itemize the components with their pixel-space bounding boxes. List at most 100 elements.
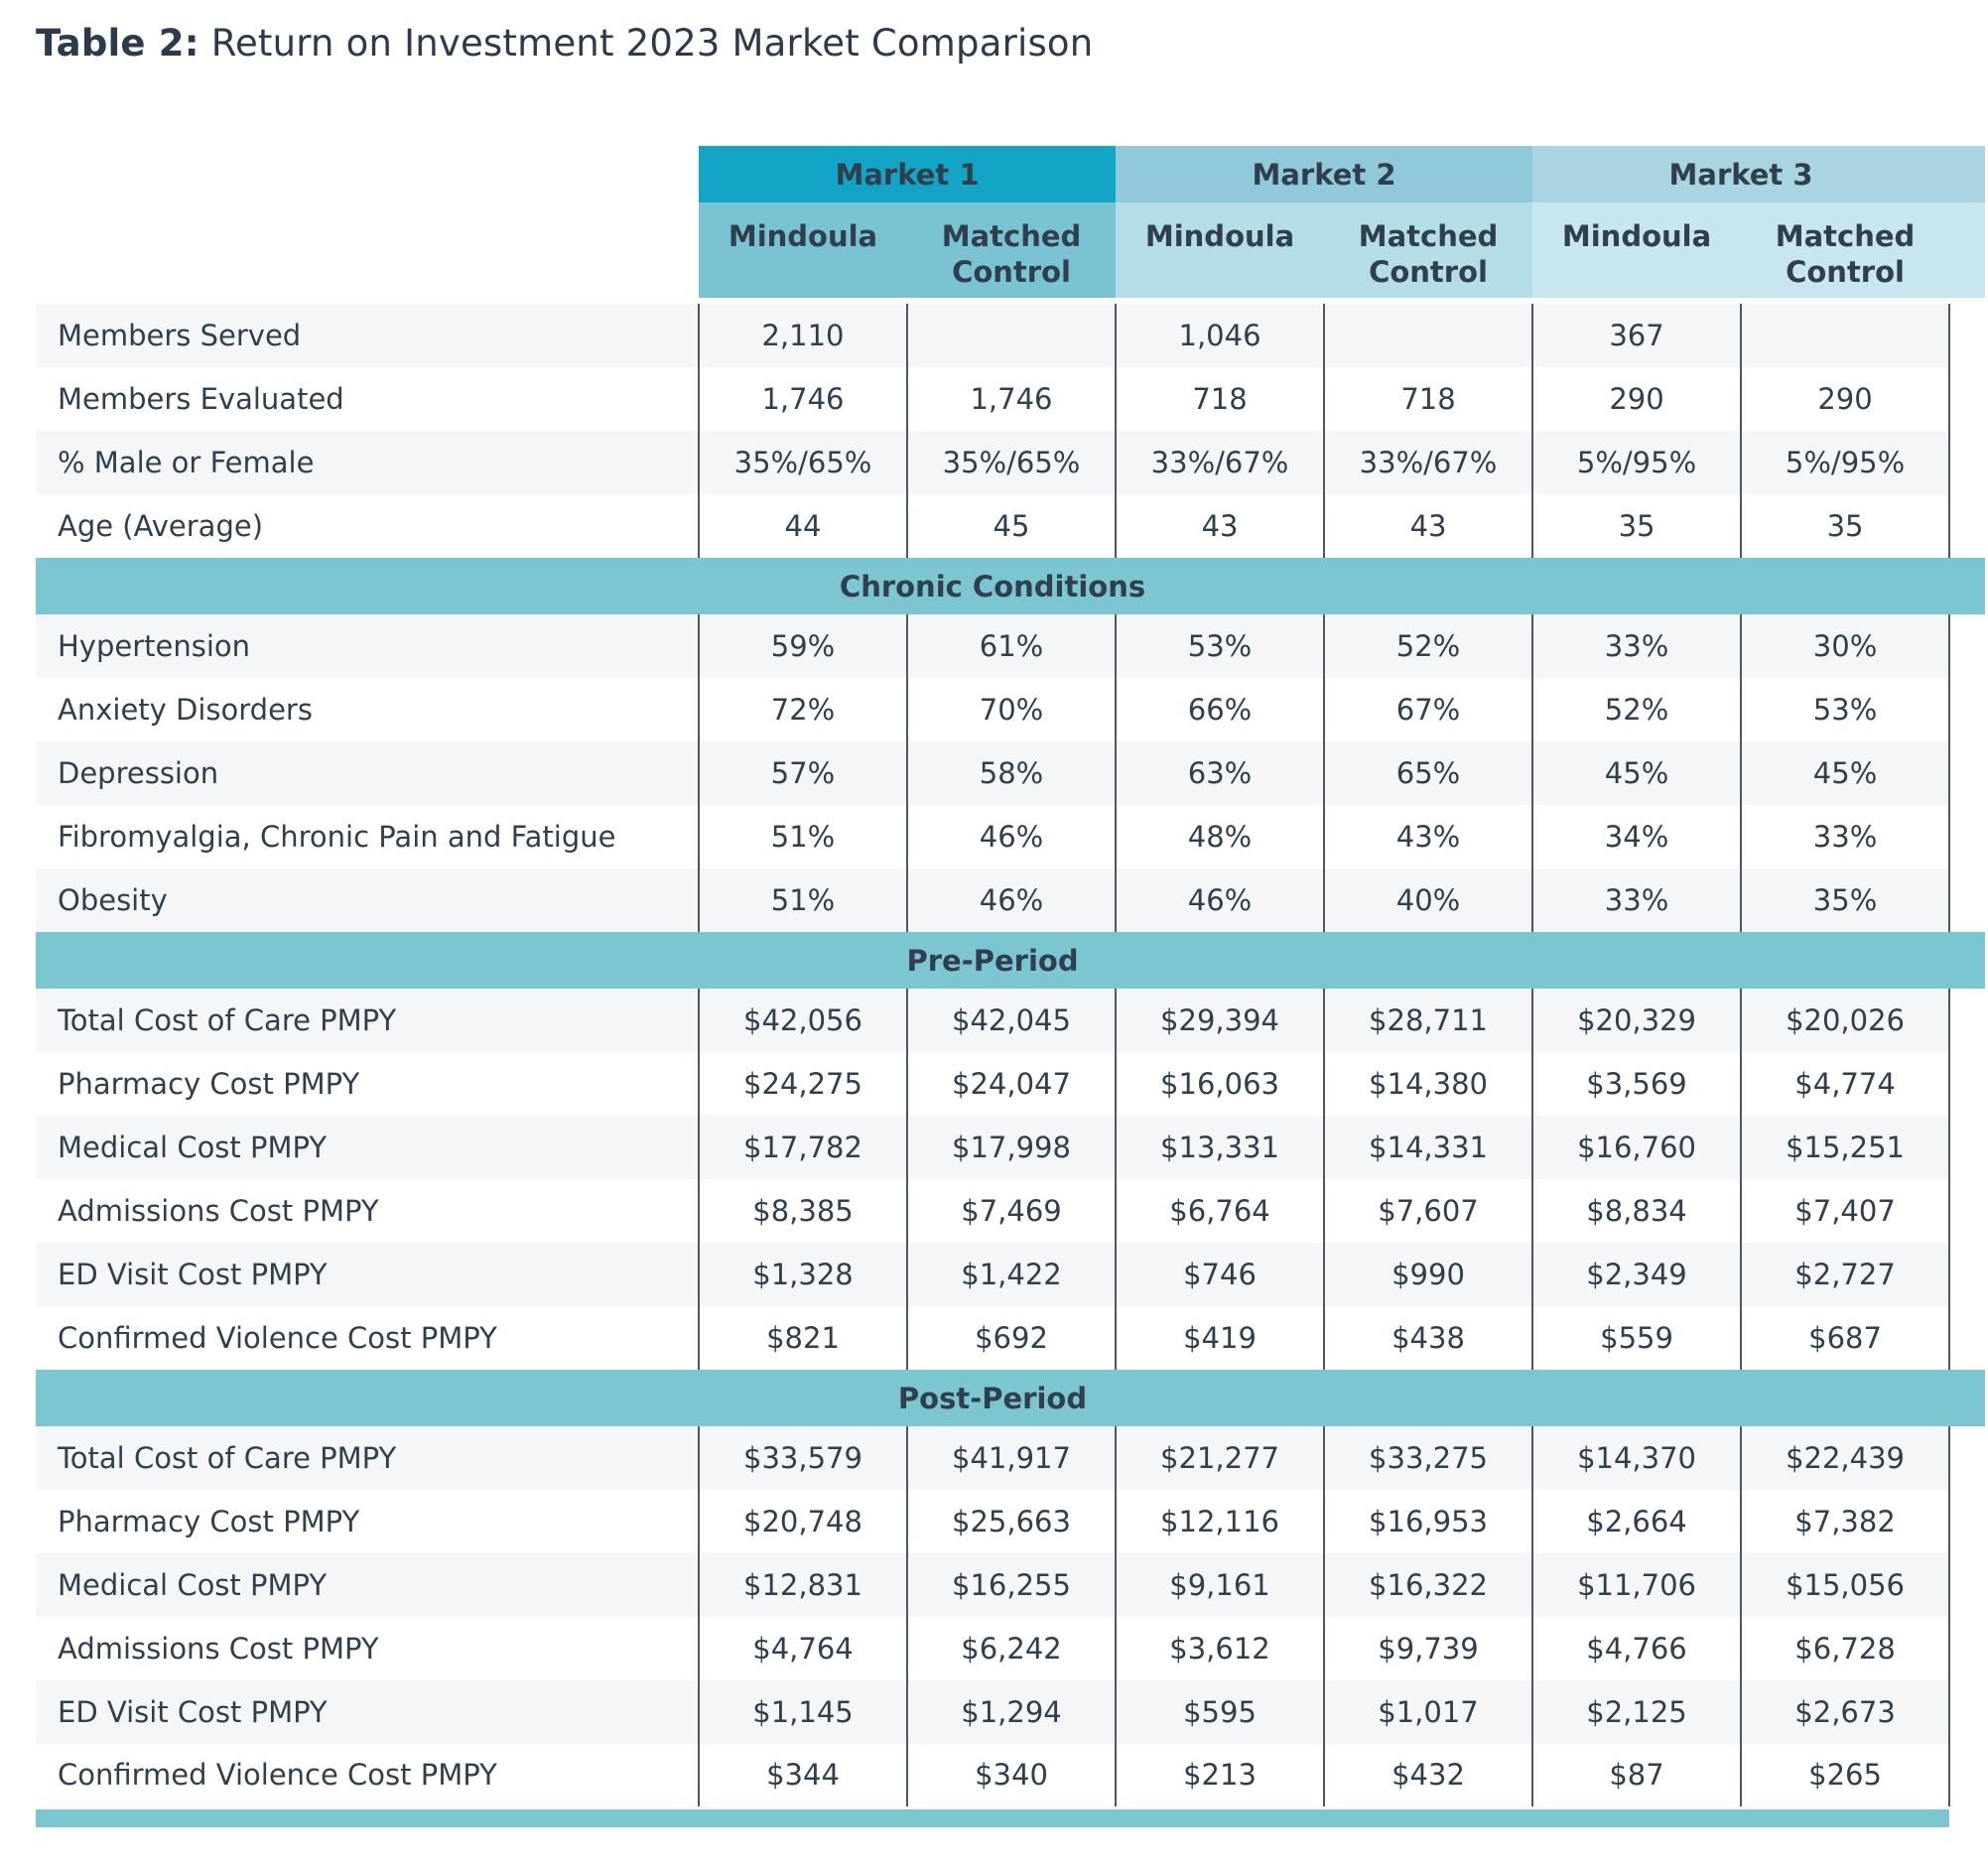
cell-value: $1,145 xyxy=(698,1680,907,1744)
cell-value xyxy=(905,304,1117,367)
cell-value: $21,277 xyxy=(1115,1426,1325,1490)
row-label: Total Cost of Care PMPY xyxy=(36,1426,699,1490)
cell-value: $687 xyxy=(1740,1306,1950,1370)
cell-value: $42,045 xyxy=(905,989,1117,1052)
cell-value: 45% xyxy=(1740,741,1950,805)
cell-value: $3,612 xyxy=(1115,1617,1325,1680)
cell-value: 33% xyxy=(1531,868,1742,932)
cell-value: $344 xyxy=(698,1744,907,1807)
cell-value: 66% xyxy=(1115,678,1325,741)
cell-value: $4,774 xyxy=(1740,1052,1950,1116)
row-label: Total Cost of Care PMPY xyxy=(36,989,699,1052)
cell-value: $25,663 xyxy=(905,1490,1117,1553)
cell-value: $8,385 xyxy=(698,1179,907,1243)
cell-value: 1,046 xyxy=(1115,304,1325,367)
cell-value: $6,728 xyxy=(1740,1617,1950,1680)
cell-value xyxy=(1740,304,1950,367)
cell-value: 290 xyxy=(1740,367,1950,431)
cell-value: 46% xyxy=(905,805,1117,868)
cell-value: $16,063 xyxy=(1115,1052,1325,1116)
row-label: Depression xyxy=(36,741,699,805)
row-label: Confirmed Violence Cost PMPY xyxy=(58,1758,497,1793)
cell-value: $14,331 xyxy=(1323,1116,1533,1179)
cell-value: $28,711 xyxy=(1323,989,1533,1052)
cell-value: $16,255 xyxy=(905,1553,1117,1617)
cell-value: $2,673 xyxy=(1740,1680,1950,1744)
cell-value: $692 xyxy=(905,1306,1117,1370)
table-row: Members Evaluated 1,746 1,746 718 718 290 290 xyxy=(36,367,1986,431)
cell-value: $16,322 xyxy=(1323,1553,1533,1617)
table-row: Depression 57% 58% 63% 65% 45% 45% xyxy=(36,741,1986,805)
row-spacer xyxy=(1948,1052,1986,1116)
row-label: Medical Cost PMPY xyxy=(36,1553,699,1617)
row-spacer xyxy=(1948,367,1986,431)
row-spacer xyxy=(1948,1116,1986,1179)
cell-value: $15,251 xyxy=(1740,1116,1950,1179)
cell-value: 35 xyxy=(1531,494,1742,558)
table-row: ED Visit Cost PMPY $1,145 $1,294 $595 $1,017… xyxy=(36,1680,1986,1744)
row-label: % Male or Female xyxy=(36,431,699,494)
row-spacer xyxy=(1948,1426,1986,1490)
cell-value: 35%/65% xyxy=(905,431,1117,494)
table-row: Pharmacy Cost PMPY $20,748 $25,663 $12,116 $… xyxy=(36,1490,1986,1553)
cell-value: 35 xyxy=(1740,494,1950,558)
cell-value: $265 xyxy=(1740,1744,1950,1807)
section-post-period: Post-Period Total Cost of Care PMPY $33,57… xyxy=(36,1370,1986,1807)
row-label: Confirmed Violence Cost PMPY xyxy=(58,1321,497,1355)
row-spacer xyxy=(1948,1680,1986,1744)
cell-value: $1,422 xyxy=(905,1243,1117,1306)
roi-comparison-table: Market 1 Market 2 Market 3 Mindoula Matc… xyxy=(36,146,1986,1827)
section-band-row: Post-Period xyxy=(36,1370,1986,1426)
bottom-accent-row xyxy=(36,1805,1986,1827)
cell-value: 33%/67% xyxy=(1115,431,1325,494)
row-label: Members Served xyxy=(36,304,699,367)
row-spacer xyxy=(1948,868,1986,932)
table-row: Admissions Cost PMPY $4,764 $6,242 $3,612 $9… xyxy=(36,1617,1986,1680)
cell-value: $340 xyxy=(905,1744,1117,1807)
table-title-text: Return on Investment 2023 Market Compari… xyxy=(199,22,1094,65)
cell-value: 5%/95% xyxy=(1740,431,1950,494)
col-header-m2-mindoula: Mindoula xyxy=(1116,202,1325,298)
cell-value: 43% xyxy=(1323,805,1533,868)
table-row: Confirmed Violence Cost PMPY $344 $340 $213… xyxy=(36,1744,1986,1807)
table-row: % Male or Female 35%/65% 35%/65% 33%/67% 33%… xyxy=(36,431,1986,494)
cell-value: 34% xyxy=(1531,805,1742,868)
cell-value: 33%/67% xyxy=(1323,431,1533,494)
col-header-m2-matched-control: Matched Control xyxy=(1324,202,1533,298)
cell-value: 2,110 xyxy=(698,304,907,367)
cell-value: $11,706 xyxy=(1531,1553,1742,1617)
col-header-m3-matched-control: Matched Control xyxy=(1741,202,1950,298)
cell-value: $1,294 xyxy=(905,1680,1117,1744)
cell-value: $29,394 xyxy=(1115,989,1325,1052)
cell-value: $8,834 xyxy=(1531,1179,1742,1243)
cell-value: 59% xyxy=(698,614,907,678)
cell-value: $990 xyxy=(1323,1243,1533,1306)
row-label: ED Visit Cost PMPY xyxy=(36,1680,699,1744)
cell-value: $33,579 xyxy=(698,1426,907,1490)
cell-value: $41,917 xyxy=(905,1426,1117,1490)
cell-value: 70% xyxy=(905,678,1117,741)
cell-value: 30% xyxy=(1740,614,1950,678)
cell-value: $438 xyxy=(1323,1306,1533,1370)
row-label: Medical Cost PMPY xyxy=(36,1116,699,1179)
cell-value: 35%/65% xyxy=(698,431,907,494)
table-row: Confirmed Violence Cost PMPY $821 $692 $419… xyxy=(36,1306,1986,1370)
section-band-label: Post-Period xyxy=(36,1370,1986,1426)
col-header-m1-matched-control: Matched Control xyxy=(907,202,1117,298)
subcolumn-header-row: Mindoula Matched Control Mindoula Matche… xyxy=(36,202,1986,298)
cell-value: 1,746 xyxy=(698,367,907,431)
cell-value: 58% xyxy=(905,741,1117,805)
cell-value: $3,569 xyxy=(1531,1052,1742,1116)
cell-value: $821 xyxy=(698,1306,907,1370)
section-demographics: Members Served 2,110 1,046 367 Members Evalu… xyxy=(36,304,1986,558)
cell-value: $9,161 xyxy=(1115,1553,1325,1617)
table-row: Anxiety Disorders 72% 70% 66% 67% 52% 53% xyxy=(36,678,1986,741)
row-spacer xyxy=(1948,1744,1986,1807)
cell-value: $15,056 xyxy=(1740,1553,1950,1617)
market-3-header: Market 3 xyxy=(1532,146,1950,202)
bottom-bar-spacer xyxy=(1949,1805,1986,1827)
cell-value: $24,047 xyxy=(905,1052,1117,1116)
cell-value: 367 xyxy=(1531,304,1742,367)
row-spacer xyxy=(1948,989,1986,1052)
